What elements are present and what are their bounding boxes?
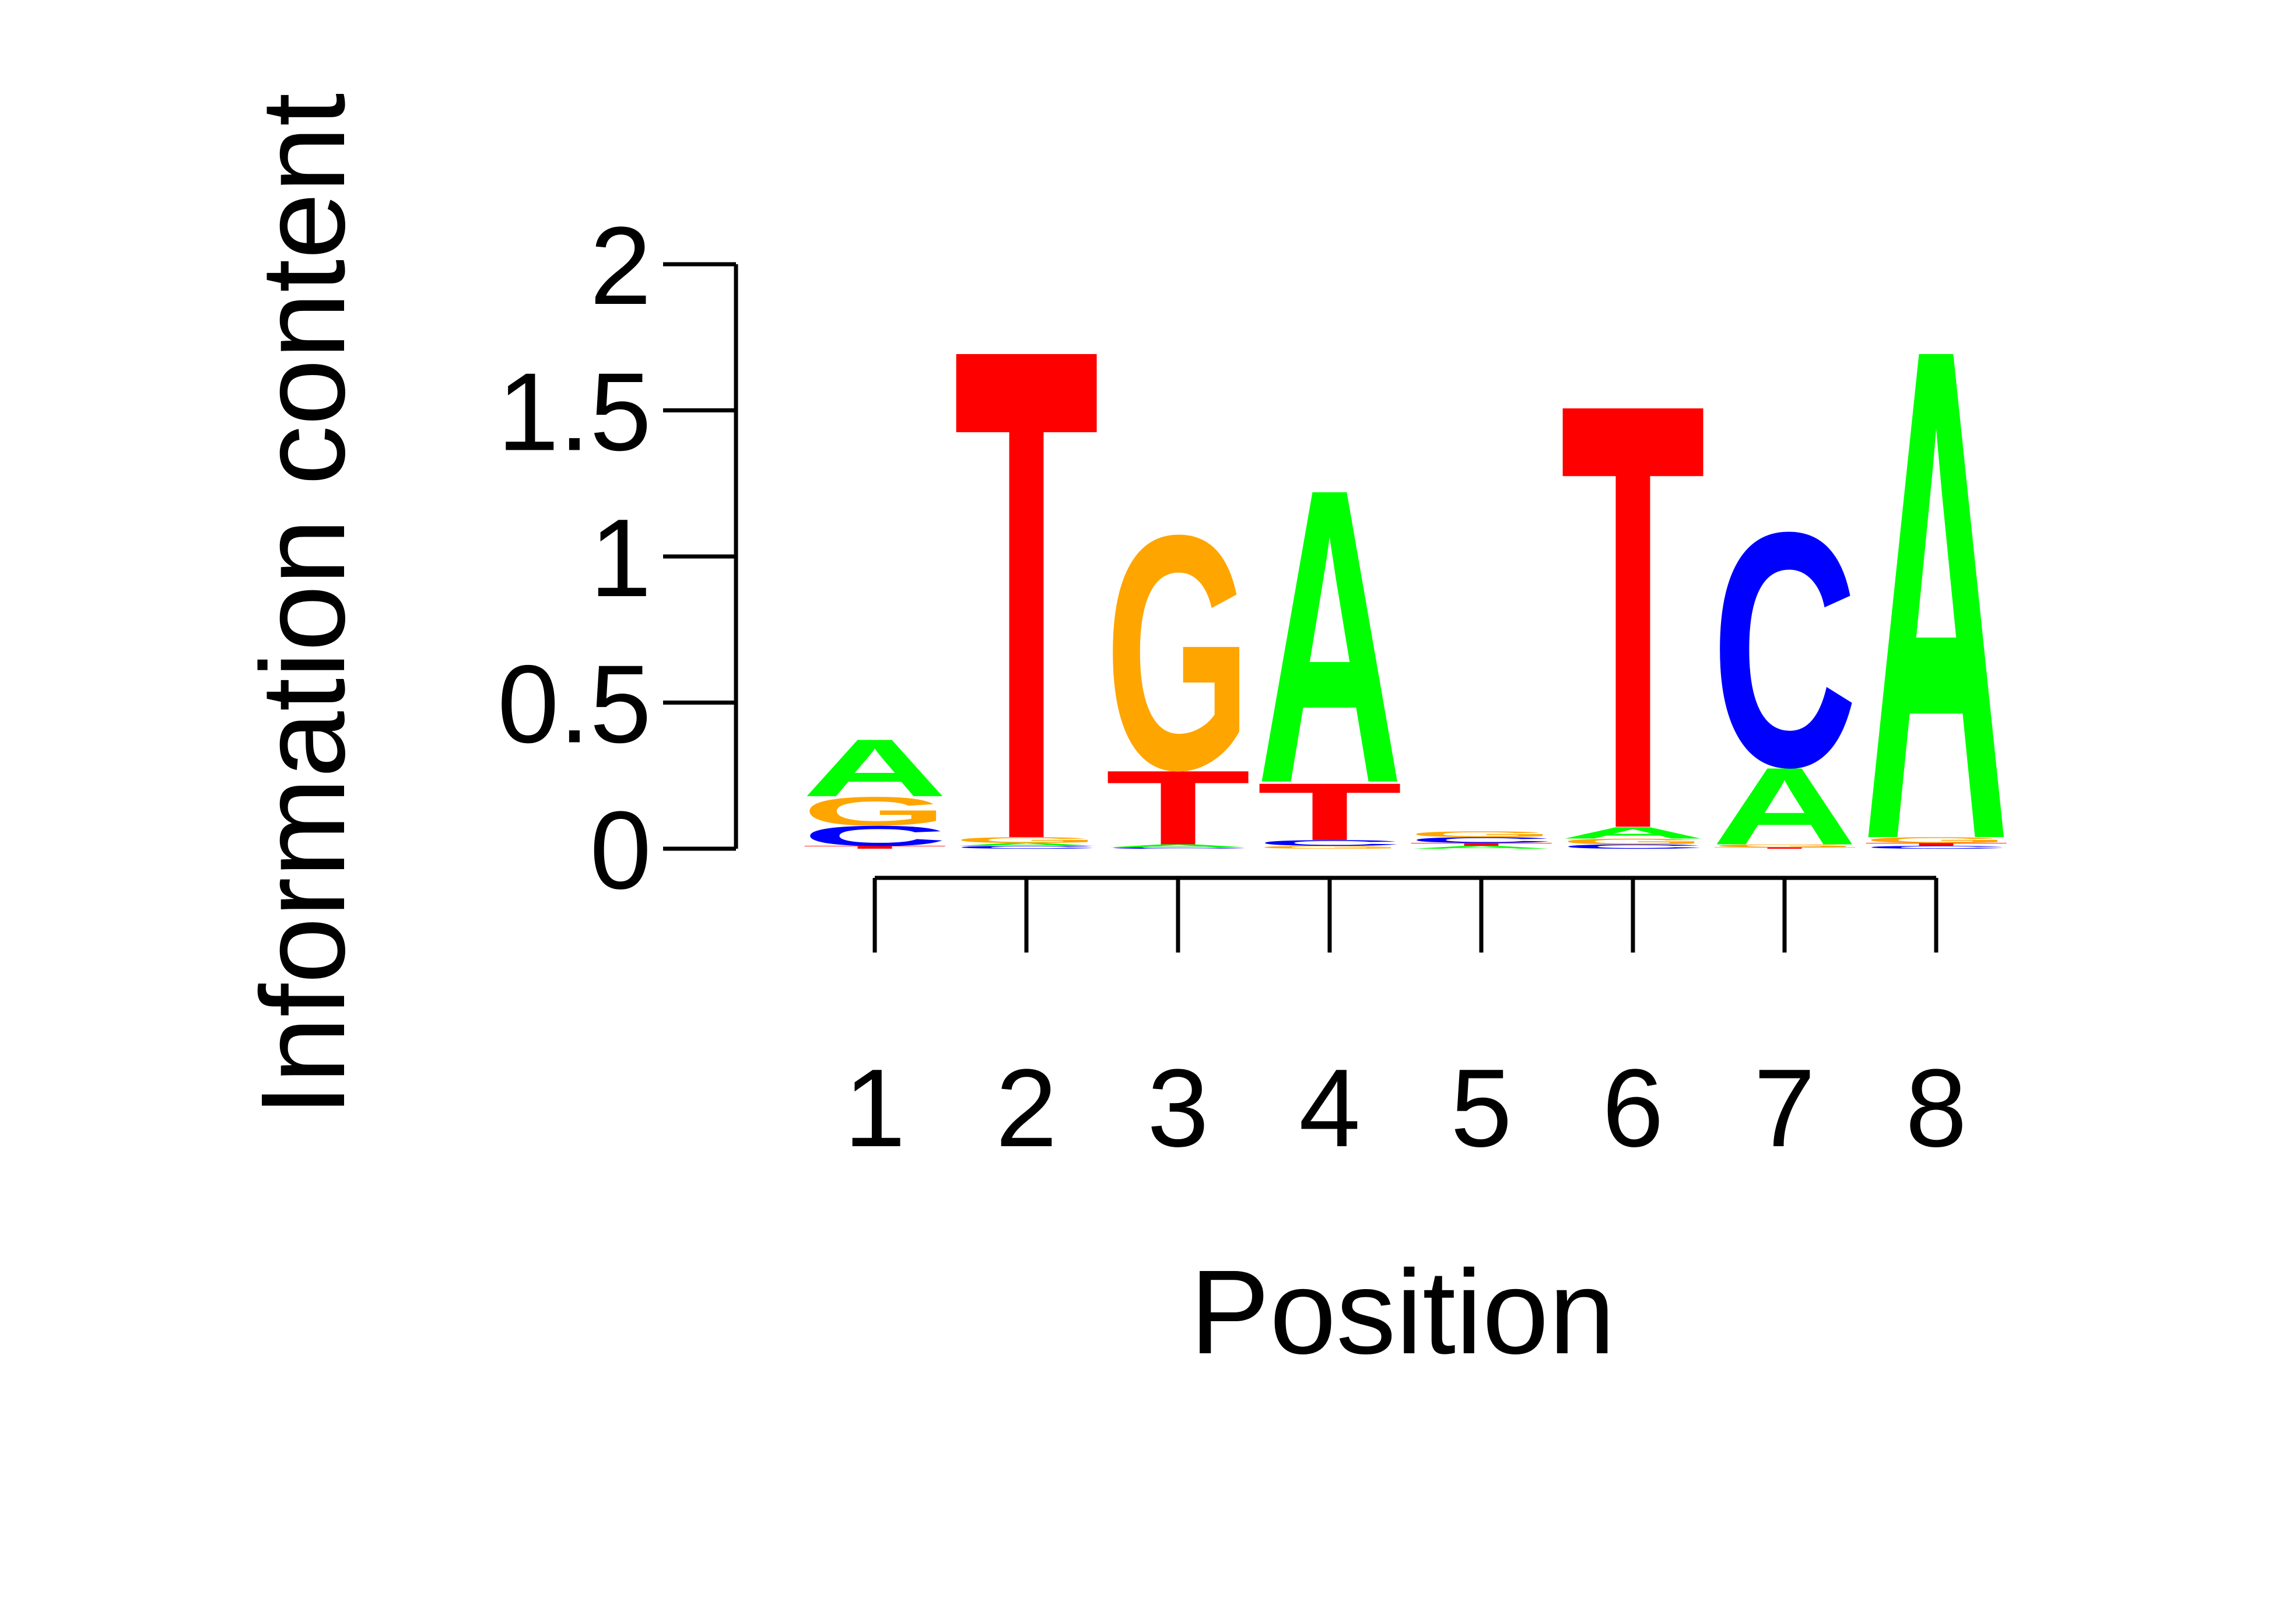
logo-letter-c: C — [1408, 835, 1554, 845]
logo-letter-c: C — [1863, 845, 2009, 850]
x-tick-label: 6 — [1602, 1046, 1664, 1170]
x-tick-label: 8 — [1905, 1046, 1967, 1170]
logo-letter-t: T — [1408, 842, 1554, 847]
logo-letter-a: A — [954, 842, 1099, 847]
logo-letter-c: C — [1560, 843, 1706, 850]
logo-letter-t: T — [1105, 748, 1251, 867]
logo-letter-a: A — [1712, 745, 1857, 868]
logo-letter-c: C — [1712, 463, 1857, 837]
y-axis-title: Information content — [236, 93, 370, 1117]
y-axis: 0 0.5 1 1.5 2 — [497, 204, 738, 912]
y-tick-label: 0.5 — [497, 643, 651, 766]
logo-letter-c: C — [1105, 847, 1251, 849]
logo-letter-t: T — [1560, 276, 1706, 956]
logo-letter-a: A — [1257, 401, 1403, 871]
logo-letter-g: G — [954, 835, 1099, 845]
logo-letter-t: T — [1712, 847, 1857, 849]
logo-letter-t: T — [802, 845, 948, 850]
y-tick-label: 1 — [590, 496, 651, 620]
logo-letter-g: G — [1863, 835, 2009, 845]
logo-letter-t: T — [1257, 766, 1403, 857]
y-tick-label: 2 — [590, 204, 651, 328]
x-tick-label: 2 — [995, 1046, 1057, 1170]
x-tick-label: 4 — [1299, 1046, 1361, 1170]
logo-letter-c: C — [802, 820, 948, 852]
logo-letter-a: A — [1560, 824, 1706, 842]
logo-letter-a: A — [1408, 845, 1554, 850]
logo-letter-a: A — [1863, 201, 2009, 986]
logo-letter-g: G — [1560, 837, 1706, 846]
x-axis-title: Position — [1190, 1245, 1615, 1379]
logo-letter-g: G — [1712, 843, 1857, 848]
y-tick-label: 0 — [590, 789, 651, 912]
logo-letter-c: C — [1257, 838, 1403, 848]
logo-letter-g: G — [1408, 829, 1554, 839]
logo-letter-g: G — [1257, 845, 1403, 850]
x-tick-label: 7 — [1754, 1046, 1815, 1170]
logo-letter-t: T — [954, 202, 1099, 986]
logo-letter-a: A — [1105, 843, 1251, 848]
logo-letter-g: G — [802, 789, 948, 834]
x-tick-label: 3 — [1147, 1046, 1209, 1170]
logo-letter-a: A — [802, 722, 948, 813]
logo-letter-c: C — [954, 845, 1099, 850]
x-tick-label: 5 — [1450, 1046, 1512, 1170]
x-tick-label: 1 — [844, 1046, 906, 1170]
logo-letter-g: G — [1105, 465, 1251, 840]
y-tick-label: 1.5 — [497, 351, 651, 474]
logo-letter-t: T — [1863, 842, 2009, 847]
